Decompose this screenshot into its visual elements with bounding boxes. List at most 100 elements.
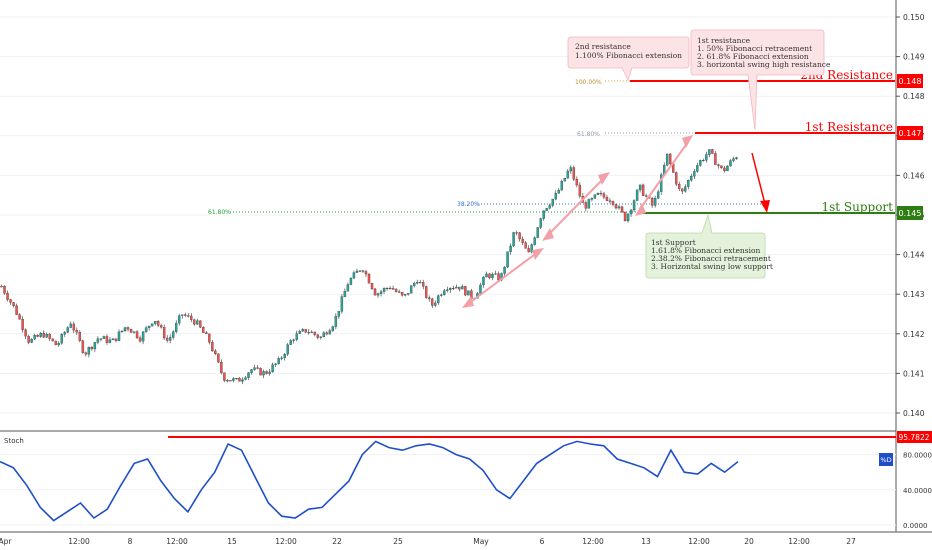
candle-body [108, 339, 112, 343]
time-ticks: Apr 12:00 8 12:00 15 12:00 22 25 May 6 12:00 13 12:0… [0, 537, 856, 546]
level-tag-second-resistance-text: 0.148 [899, 77, 922, 86]
candle-body [117, 331, 121, 341]
candle-body [391, 288, 395, 290]
candle-body [202, 327, 205, 333]
candle-body [229, 380, 232, 382]
price-tick-label: 0.149 [903, 53, 925, 62]
fib-61-lower-label: 61.80% [208, 209, 231, 216]
candle-body [18, 314, 21, 320]
stoch-title: Stoch [4, 437, 24, 445]
candle-body [587, 199, 591, 209]
candle-body [455, 286, 458, 289]
candle-body [33, 335, 36, 340]
time-tick-label: 25 [393, 537, 403, 546]
first-support-label: 1st Support [821, 200, 893, 214]
candle-body [539, 218, 542, 228]
candle-body [175, 322, 178, 332]
price-tick-label: 0.143 [903, 290, 925, 299]
candle-body [638, 184, 642, 191]
candle-body [690, 175, 693, 181]
candle-body [596, 192, 600, 195]
candle-body [403, 294, 407, 296]
price-axis[interactable]: 0.150 0.149 0.148 0.147 0.146 0.145 0.144 0.143… [895, 0, 925, 532]
price-tick-label: 0.141 [903, 369, 925, 378]
candle-body [301, 329, 304, 332]
candle-body [479, 284, 482, 294]
candle-body [515, 232, 518, 234]
candle-body [123, 327, 127, 332]
candle-body [349, 278, 353, 285]
candle-body [355, 270, 359, 273]
candle-body [708, 149, 711, 155]
candle-body [156, 321, 160, 326]
candle-body [575, 179, 579, 186]
candle-body [653, 198, 657, 206]
candle-body [42, 333, 45, 338]
candle-body [220, 362, 223, 373]
candle-body [159, 325, 163, 328]
stoch-level-tag-text: 95.7822 [898, 433, 929, 442]
candle-body [168, 337, 172, 341]
candle-body [358, 270, 362, 272]
candle-body [554, 193, 557, 200]
candle-body [150, 323, 154, 327]
fib-38-label: 38.20% [457, 201, 480, 208]
candle-body [440, 294, 443, 296]
candle-body [726, 165, 729, 172]
candle-body [256, 367, 259, 369]
candle-body [458, 286, 461, 290]
first-resistance-label: 1st Resistance [805, 120, 893, 134]
candle-body [666, 153, 669, 166]
candle-body [364, 271, 368, 275]
fib-lines: 100.00% 61.80% 38.20% 61.80% [208, 79, 768, 216]
candle-body [373, 288, 377, 296]
candle-body [21, 319, 24, 330]
candle-body [497, 273, 500, 281]
candle-body [675, 172, 678, 185]
time-tick-label: 12:00 [788, 537, 810, 546]
candle-body [138, 337, 142, 342]
candle-body [711, 149, 714, 154]
candle-body [382, 288, 386, 292]
candle-body [509, 245, 512, 252]
candle-body [482, 276, 485, 286]
candle-body [45, 333, 48, 338]
candle-body [629, 209, 633, 215]
candle-body [379, 291, 383, 294]
candle-body [105, 336, 109, 343]
candle-body [57, 343, 60, 346]
candle-body [135, 331, 139, 339]
candle-body [352, 272, 356, 279]
candle-body [400, 292, 404, 296]
callout-first-support-line-3: 3. Horizontal swing low support [651, 262, 773, 271]
time-axis[interactable]: Apr 12:00 8 12:00 15 12:00 22 25 May 6 12:00 13 12:0… [0, 531, 932, 546]
candle-body [331, 326, 335, 331]
candle-body [687, 180, 690, 187]
candle-body [36, 335, 39, 337]
candle-body [608, 200, 612, 202]
candle-body [63, 332, 66, 335]
candle-body [434, 302, 437, 306]
candle-body [147, 325, 151, 328]
candle-body [518, 232, 521, 240]
candle-body [334, 316, 338, 327]
level-tag-first-resistance: 0.147 [897, 126, 923, 140]
price-tick-label: 0.148 [903, 92, 925, 101]
candle-body [307, 332, 310, 334]
candle-body [572, 167, 576, 180]
candle-body [557, 189, 560, 194]
candle-body [681, 188, 684, 192]
candle-body [3, 286, 6, 294]
candle-body [566, 170, 570, 179]
candle-body [253, 367, 256, 370]
time-tick-label: 6 [540, 537, 545, 546]
candle-body [614, 204, 618, 209]
candle-body [322, 332, 326, 338]
candle-body [0, 286, 3, 288]
price-grid [0, 16, 896, 414]
candle-body [693, 171, 696, 177]
candle-body [409, 285, 413, 294]
candle-body [268, 371, 271, 374]
